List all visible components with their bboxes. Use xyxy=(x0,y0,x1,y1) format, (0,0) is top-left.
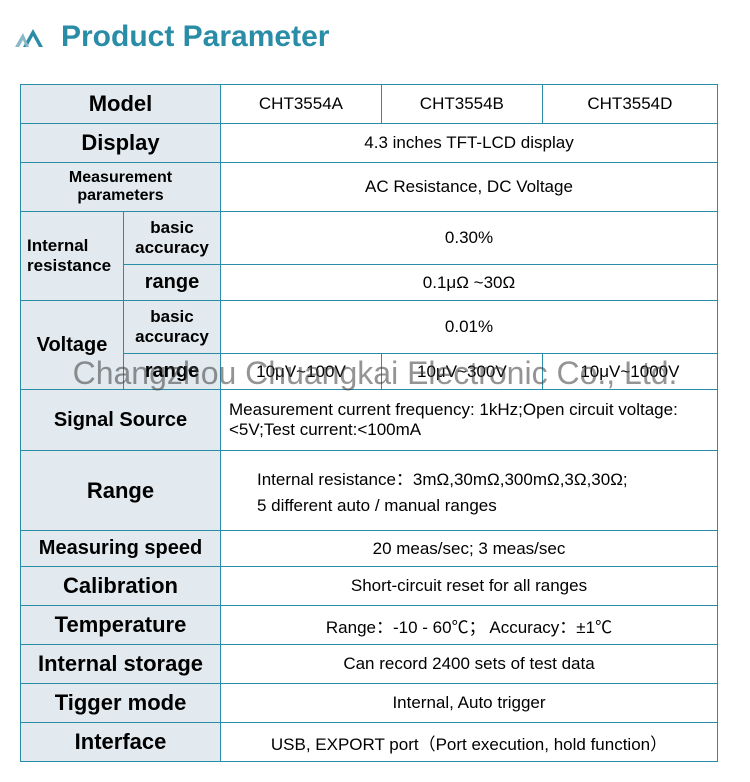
header: Product Parameter xyxy=(0,0,750,64)
row-model: Model CHT3554A CHT3554B CHT3554D xyxy=(21,85,718,124)
internal-res-acc-value: 0.30% xyxy=(221,212,718,265)
meas-speed-label: Measuring speed xyxy=(21,531,221,567)
temperature-label: Temperature xyxy=(21,606,221,645)
page-title: Product Parameter xyxy=(61,20,329,54)
row-temperature: Temperature Range：-10 - 60℃； Accuracy：±1… xyxy=(21,606,718,645)
voltage-label: Voltage xyxy=(21,301,124,390)
display-value: 4.3 inches TFT-LCD display xyxy=(221,124,718,163)
row-internal-res-acc: Internal resistance basic accuracy 0.30% xyxy=(21,212,718,265)
trigger-mode-label: Tigger mode xyxy=(21,684,221,723)
row-calibration: Calibration Short-circuit reset for all … xyxy=(21,567,718,606)
model-v3: CHT3554D xyxy=(542,85,717,124)
model-v1: CHT3554A xyxy=(221,85,382,124)
row-range: Range Internal resistance：3mΩ,30mΩ,300mΩ… xyxy=(21,451,718,531)
row-trigger-mode: Tigger mode Internal, Auto trigger xyxy=(21,684,718,723)
calibration-label: Calibration xyxy=(21,567,221,606)
model-label: Model xyxy=(21,85,221,124)
internal-storage-label: Internal storage xyxy=(21,645,221,684)
voltage-acc-value: 0.01% xyxy=(221,301,718,354)
trigger-mode-value: Internal, Auto trigger xyxy=(221,684,718,723)
range-line2: 5 different auto / manual ranges xyxy=(257,496,709,516)
internal-res-range-value: 0.1μΩ ~30Ω xyxy=(221,265,718,301)
internal-res-label: Internal resistance xyxy=(21,212,124,301)
row-internal-storage: Internal storage Can record 2400 sets of… xyxy=(21,645,718,684)
row-display: Display 4.3 inches TFT-LCD display xyxy=(21,124,718,163)
voltage-r1: 10μV~100V xyxy=(221,354,382,390)
range-label: Range xyxy=(21,451,221,531)
row-meas-params: Measurement parameters AC Resistance, DC… xyxy=(21,163,718,212)
row-signal-source: Signal Source Measurement current freque… xyxy=(21,390,718,451)
display-label: Display xyxy=(21,124,221,163)
internal-res-range-label: range xyxy=(124,265,221,301)
range-line1: Internal resistance：3mΩ,30mΩ,300mΩ,3Ω,30… xyxy=(257,465,709,490)
voltage-range-label: range xyxy=(124,354,221,390)
internal-storage-value: Can record 2400 sets of test data xyxy=(221,645,718,684)
parameter-table: Model CHT3554A CHT3554B CHT3554D Display… xyxy=(20,84,718,762)
calibration-value: Short-circuit reset for all ranges xyxy=(221,567,718,606)
signal-source-value: Measurement current frequency: 1kHz;Open… xyxy=(221,390,718,451)
temperature-value: Range：-10 - 60℃； Accuracy：±1℃ xyxy=(221,606,718,645)
meas-params-label: Measurement parameters xyxy=(21,163,221,212)
voltage-r3: 10μV~1000V xyxy=(542,354,717,390)
signal-source-label: Signal Source xyxy=(21,390,221,451)
voltage-r2: 10μV~300V xyxy=(381,354,542,390)
model-v2: CHT3554B xyxy=(381,85,542,124)
row-voltage-range: range 10μV~100V 10μV~300V 10μV~1000V xyxy=(21,354,718,390)
row-meas-speed: Measuring speed 20 meas/sec; 3 meas/sec xyxy=(21,531,718,567)
meas-speed-value: 20 meas/sec; 3 meas/sec xyxy=(221,531,718,567)
logo-icon xyxy=(15,23,51,51)
voltage-acc-label: basic accuracy xyxy=(124,301,221,354)
internal-res-acc-label: basic accuracy xyxy=(124,212,221,265)
row-voltage-acc: Voltage basic accuracy 0.01% xyxy=(21,301,718,354)
meas-params-value: AC Resistance, DC Voltage xyxy=(221,163,718,212)
row-internal-res-range: range 0.1μΩ ~30Ω xyxy=(21,265,718,301)
range-value: Internal resistance：3mΩ,30mΩ,300mΩ,3Ω,30… xyxy=(221,451,718,531)
